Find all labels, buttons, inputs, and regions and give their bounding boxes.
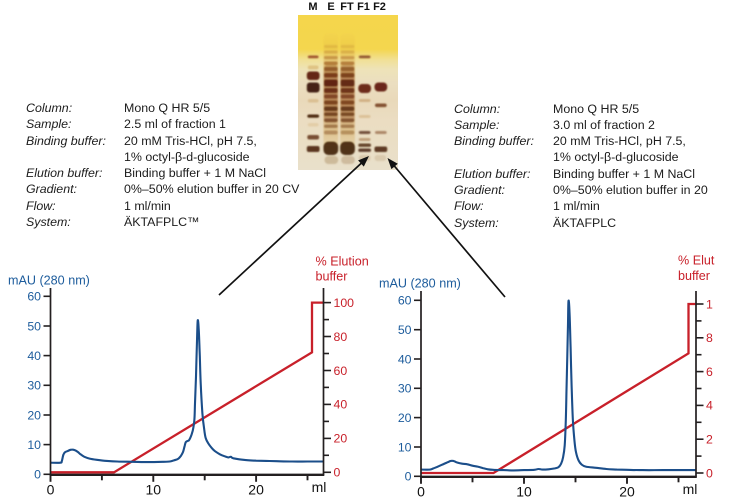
svg-text:0: 0: [47, 481, 55, 497]
svg-text:20: 20: [619, 483, 635, 499]
svg-text:mAU (280 nm): mAU (280 nm): [379, 277, 461, 291]
svg-text:100: 100: [334, 296, 355, 310]
svg-text:10: 10: [146, 481, 162, 497]
svg-text:1: 1: [706, 297, 713, 311]
svg-text:40: 40: [334, 398, 348, 412]
svg-text:0: 0: [34, 468, 41, 482]
svg-text:20: 20: [334, 432, 348, 446]
svg-text:8: 8: [706, 331, 713, 345]
svg-text:% Elut: % Elut: [678, 254, 715, 268]
svg-text:10: 10: [516, 483, 532, 499]
svg-text:80: 80: [334, 330, 348, 344]
svg-text:0: 0: [706, 466, 713, 480]
svg-text:10: 10: [27, 438, 41, 452]
svg-text:50: 50: [398, 323, 412, 337]
svg-text:buffer: buffer: [678, 269, 710, 283]
svg-text:20: 20: [248, 481, 264, 497]
svg-text:mAU (280 nm): mAU (280 nm): [8, 274, 90, 288]
svg-text:40: 40: [27, 349, 41, 363]
svg-text:30: 30: [27, 379, 41, 393]
svg-text:6: 6: [706, 365, 713, 379]
svg-text:30: 30: [398, 382, 412, 396]
svg-text:ml: ml: [312, 479, 327, 495]
svg-text:60: 60: [334, 364, 348, 378]
svg-text:20: 20: [398, 411, 412, 425]
svg-text:4: 4: [706, 399, 713, 413]
svg-text:2: 2: [706, 433, 713, 447]
svg-text:60: 60: [398, 294, 412, 308]
svg-text:60: 60: [27, 290, 41, 304]
svg-text:10: 10: [398, 440, 412, 454]
svg-text:0: 0: [417, 483, 425, 499]
svg-text:50: 50: [27, 319, 41, 333]
svg-text:0: 0: [334, 466, 341, 480]
svg-text:0: 0: [405, 470, 412, 484]
svg-text:buffer: buffer: [316, 270, 348, 284]
svg-text:% Elution: % Elution: [316, 255, 369, 269]
svg-text:20: 20: [27, 408, 41, 422]
svg-text:ml: ml: [683, 481, 698, 497]
svg-text:40: 40: [398, 352, 412, 366]
